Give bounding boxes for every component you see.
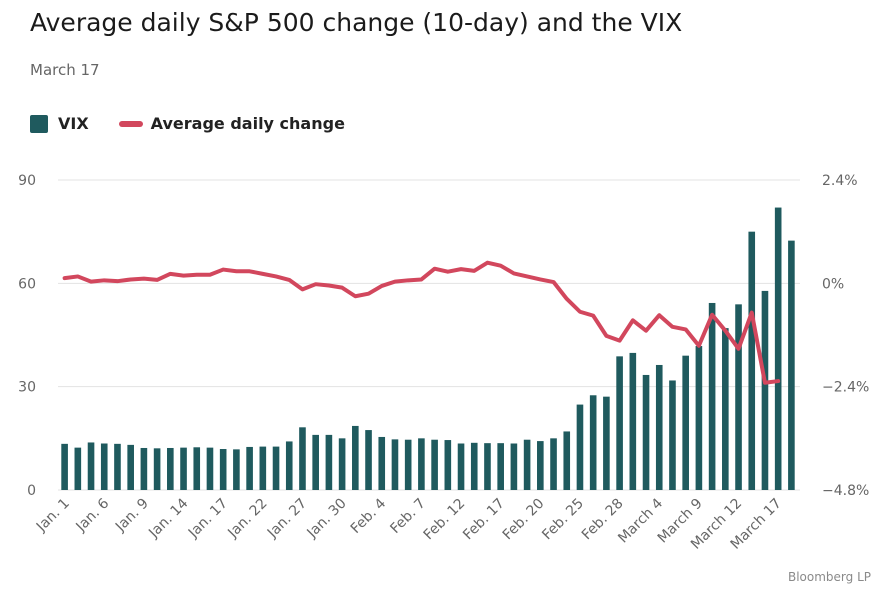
- legend-item-vix[interactable]: VIX: [30, 114, 89, 133]
- vix-bar: [682, 355, 689, 490]
- vix-bar: [470, 442, 478, 490]
- x-axis-tick-label: Jan. 6: [73, 495, 113, 535]
- vix-bar: [391, 439, 399, 490]
- vix-bar: [708, 302, 716, 490]
- vix-bar: [378, 436, 386, 490]
- vix-bar: [285, 441, 293, 490]
- left-axis-tick-label: 90: [18, 173, 36, 189]
- vix-bar: [233, 449, 240, 490]
- vix-bar: [669, 380, 676, 490]
- legend-label-vix: VIX: [58, 114, 89, 133]
- vix-bar: [114, 443, 121, 490]
- vix-bar: [431, 439, 438, 490]
- vix-bar: [629, 352, 637, 490]
- vix-bar: [74, 447, 82, 490]
- chart-subtitle: March 17: [30, 61, 100, 79]
- vix-bar: [219, 449, 227, 490]
- vix-bar: [246, 446, 253, 490]
- change-line: [62, 260, 781, 385]
- vix-bar: [365, 430, 372, 490]
- vix-bar: [325, 434, 333, 490]
- vix-bar: [457, 443, 465, 490]
- right-axis-tick-label: −4.8%: [822, 483, 869, 499]
- legend-label-average-daily-change: Average daily change: [150, 114, 345, 133]
- vix-bar: [695, 346, 703, 490]
- average-daily-change-line: [62, 260, 781, 385]
- x-axis-tick-label: Feb. 20: [500, 496, 548, 544]
- vix-bar: [338, 438, 346, 490]
- x-axis-tick-label: Jan. 17: [185, 496, 231, 542]
- vix-bar: [299, 427, 306, 490]
- vix-bar: [444, 440, 452, 490]
- x-axis-tick-label: Jan. 1: [33, 496, 73, 536]
- x-axis-tick-label: Feb. 4: [348, 495, 389, 536]
- vix-bar: [167, 447, 174, 490]
- x-axis-tick-label: Jan. 14: [145, 495, 191, 541]
- vix-bar: [761, 290, 769, 490]
- left-axis-ticks: 0 30 60 90: [18, 173, 36, 499]
- vix-bar: [404, 439, 412, 490]
- vix-bar: [655, 364, 663, 490]
- x-axis-tick-label: Jan. 22: [224, 496, 270, 542]
- vix-bar: [603, 396, 610, 490]
- vix-bar: [61, 443, 68, 490]
- source-credit: Bloomberg LP: [787, 570, 871, 584]
- vix-bar: [748, 231, 756, 490]
- vix-bar: [259, 446, 267, 490]
- vix-bar: [510, 443, 518, 490]
- vix-bar: [100, 443, 108, 490]
- right-axis-tick-label: −2.4%: [822, 380, 869, 396]
- vix-bar: [127, 444, 134, 490]
- x-axis-tick-label: Feb. 12: [421, 496, 469, 544]
- left-axis-tick-label: 60: [18, 276, 36, 292]
- vix-bar: [87, 442, 95, 490]
- vix-bar: [550, 438, 557, 490]
- right-axis-tick-label: 0%: [822, 276, 844, 292]
- right-axis-ticks: −4.8% −2.4% 0% 2.4%: [822, 173, 869, 499]
- x-axis-tick-label: Jan. 30: [304, 496, 350, 542]
- vix-bar: [497, 443, 504, 490]
- vix-bar: [180, 447, 187, 490]
- vix-bar: [418, 438, 425, 490]
- vix-bar: [722, 328, 729, 490]
- right-axis-tick-label: 2.4%: [822, 173, 858, 189]
- vix-bar: [735, 304, 742, 490]
- vix-bar: [576, 404, 584, 490]
- chart-legend: VIX Average daily change: [30, 114, 375, 133]
- vix-bar: [788, 240, 795, 490]
- vix-bars: [61, 207, 795, 491]
- vix-bar: [312, 434, 319, 490]
- x-axis-tick-label: Jan. 27: [264, 496, 310, 542]
- x-axis-tick-label: Feb. 17: [460, 496, 508, 544]
- vix-bar: [563, 431, 571, 490]
- chart-title: Average daily S&P 500 change (10-day) an…: [30, 8, 683, 37]
- vix-bar: [140, 447, 148, 490]
- vix-bar: [352, 425, 359, 490]
- vix-bar: [774, 207, 782, 491]
- vix-bar: [272, 446, 280, 490]
- legend-item-average-daily-change[interactable]: Average daily change: [118, 114, 345, 133]
- vix-bar: [523, 439, 531, 490]
- left-axis-tick-label: 0: [27, 483, 36, 499]
- x-axis-tick-label: Feb. 25: [539, 496, 587, 544]
- vix-bar: [642, 374, 650, 490]
- vix-bar: [589, 395, 597, 490]
- vix-bar: [616, 356, 623, 490]
- left-axis-tick-label: 30: [18, 380, 36, 396]
- legend-swatch-average-daily-change: [118, 120, 143, 127]
- vix-bar: [484, 443, 491, 490]
- vix-bar: [537, 441, 544, 490]
- vix-bar: [206, 447, 214, 490]
- legend-swatch-vix: [30, 114, 48, 133]
- vix-bar: [153, 448, 161, 490]
- vix-bar: [193, 447, 201, 490]
